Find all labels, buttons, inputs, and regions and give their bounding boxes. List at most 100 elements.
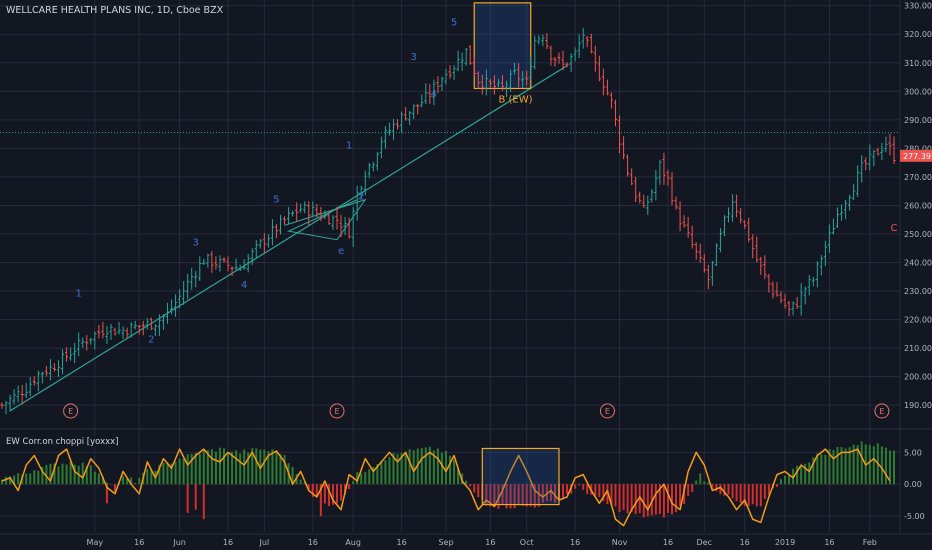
wave-label: 3 xyxy=(193,237,199,248)
time-tick-label: 16 xyxy=(663,538,673,547)
price-bar xyxy=(698,243,702,263)
price-bar xyxy=(395,119,400,130)
price-bar xyxy=(40,371,44,384)
trendline xyxy=(9,65,568,412)
price-bar xyxy=(638,191,642,204)
price-bar xyxy=(428,84,432,104)
price-bar xyxy=(545,33,549,49)
earnings-marker-label: E xyxy=(68,407,73,416)
price-bar xyxy=(254,240,258,259)
price-bar xyxy=(274,224,279,239)
price-bar xyxy=(291,210,295,217)
time-tick-label: 16 xyxy=(570,538,580,547)
price-axis: 330.00 320.00 310.00 300.00 290.00 280.00 270.… xyxy=(900,2,932,521)
price-bar xyxy=(557,52,561,64)
time-tick-label: Jun xyxy=(172,538,186,547)
price-bar xyxy=(476,71,480,89)
wave-label: 2 xyxy=(148,334,154,345)
price-bar xyxy=(626,154,630,177)
time-tick-label: Oct xyxy=(520,538,534,547)
price-bar xyxy=(56,360,61,377)
price-tick-label: 280.00 xyxy=(904,144,932,153)
price-bar xyxy=(319,207,323,222)
price-bar xyxy=(161,313,166,330)
price-bar xyxy=(303,201,307,214)
price-bar xyxy=(589,33,593,54)
price-bar xyxy=(359,185,363,199)
price-bar xyxy=(278,214,283,235)
price-bar xyxy=(702,253,706,273)
indicator-pane xyxy=(1,441,895,527)
price-bar xyxy=(186,273,190,300)
price-bar xyxy=(617,115,622,154)
price-bar xyxy=(678,201,682,232)
wave-annotation: B (EW) xyxy=(498,95,532,106)
price-bar xyxy=(250,247,254,266)
price-bar xyxy=(77,332,81,357)
price-bar xyxy=(258,238,262,249)
price-bar xyxy=(508,69,513,92)
wave-label: C xyxy=(891,223,898,234)
price-bar xyxy=(73,342,77,364)
price-tick-label: 290.00 xyxy=(904,116,932,125)
price-bar xyxy=(839,204,844,221)
price-bar xyxy=(577,34,581,58)
price-bar xyxy=(387,122,392,136)
price-bar xyxy=(597,55,601,82)
price-bar xyxy=(460,52,464,71)
time-tick-label: 16 xyxy=(824,538,834,547)
annotations: 1 2 3 4 5 2 e 1 4 3 5 C B (EW) xyxy=(76,18,898,346)
price-bar xyxy=(714,243,719,267)
price-bar xyxy=(864,157,868,171)
chart-title: WELLCARE HEALTH PLANS INC, 1D, Cboe BZX xyxy=(6,5,224,16)
price-bar xyxy=(64,347,69,362)
price-bar xyxy=(416,104,420,115)
price-bar xyxy=(730,194,735,222)
price-bar xyxy=(440,76,444,92)
price-bar xyxy=(634,176,638,203)
price-bar xyxy=(787,300,791,317)
price-bar xyxy=(12,389,16,405)
price-bar xyxy=(856,165,860,197)
price-bar xyxy=(230,266,234,277)
price-bar xyxy=(153,324,157,336)
price-bar xyxy=(141,320,145,336)
price-bar xyxy=(448,65,452,79)
price-bar xyxy=(512,62,517,75)
price-bar xyxy=(190,267,194,290)
price-bar xyxy=(609,92,614,109)
price-bar xyxy=(436,76,440,93)
price-bar xyxy=(270,219,275,246)
price-bar xyxy=(89,337,93,345)
price-bar xyxy=(105,326,109,344)
price-bar xyxy=(888,133,892,156)
price-tick-label: 240.00 xyxy=(904,259,932,268)
price-bar xyxy=(827,224,832,253)
price-tick-label: 270.00 xyxy=(904,173,932,182)
wave-label: 3 xyxy=(411,52,417,63)
price-bar xyxy=(149,317,153,331)
price-bar xyxy=(775,282,779,297)
price-tick-label: 330.00 xyxy=(904,2,932,11)
indicator-tick-label: 5.00 xyxy=(904,448,922,457)
price-bar xyxy=(492,75,497,95)
price-bar xyxy=(472,56,476,76)
price-bar xyxy=(165,302,170,324)
price-bar xyxy=(198,256,202,282)
price-bar xyxy=(262,233,266,254)
price-bar xyxy=(763,255,767,280)
price-bar xyxy=(739,208,743,224)
price-bar xyxy=(182,281,186,305)
price-bar xyxy=(16,385,20,403)
time-tick-label: Dec xyxy=(697,538,712,547)
price-bar xyxy=(226,256,230,272)
price-bar xyxy=(843,199,848,220)
price-bar xyxy=(432,79,436,106)
price-bar xyxy=(347,217,351,239)
price-bar xyxy=(32,376,36,386)
price-bar xyxy=(694,242,698,260)
price-bar xyxy=(529,56,533,80)
price-bar xyxy=(206,253,210,268)
wave-label: 4 xyxy=(431,89,437,100)
